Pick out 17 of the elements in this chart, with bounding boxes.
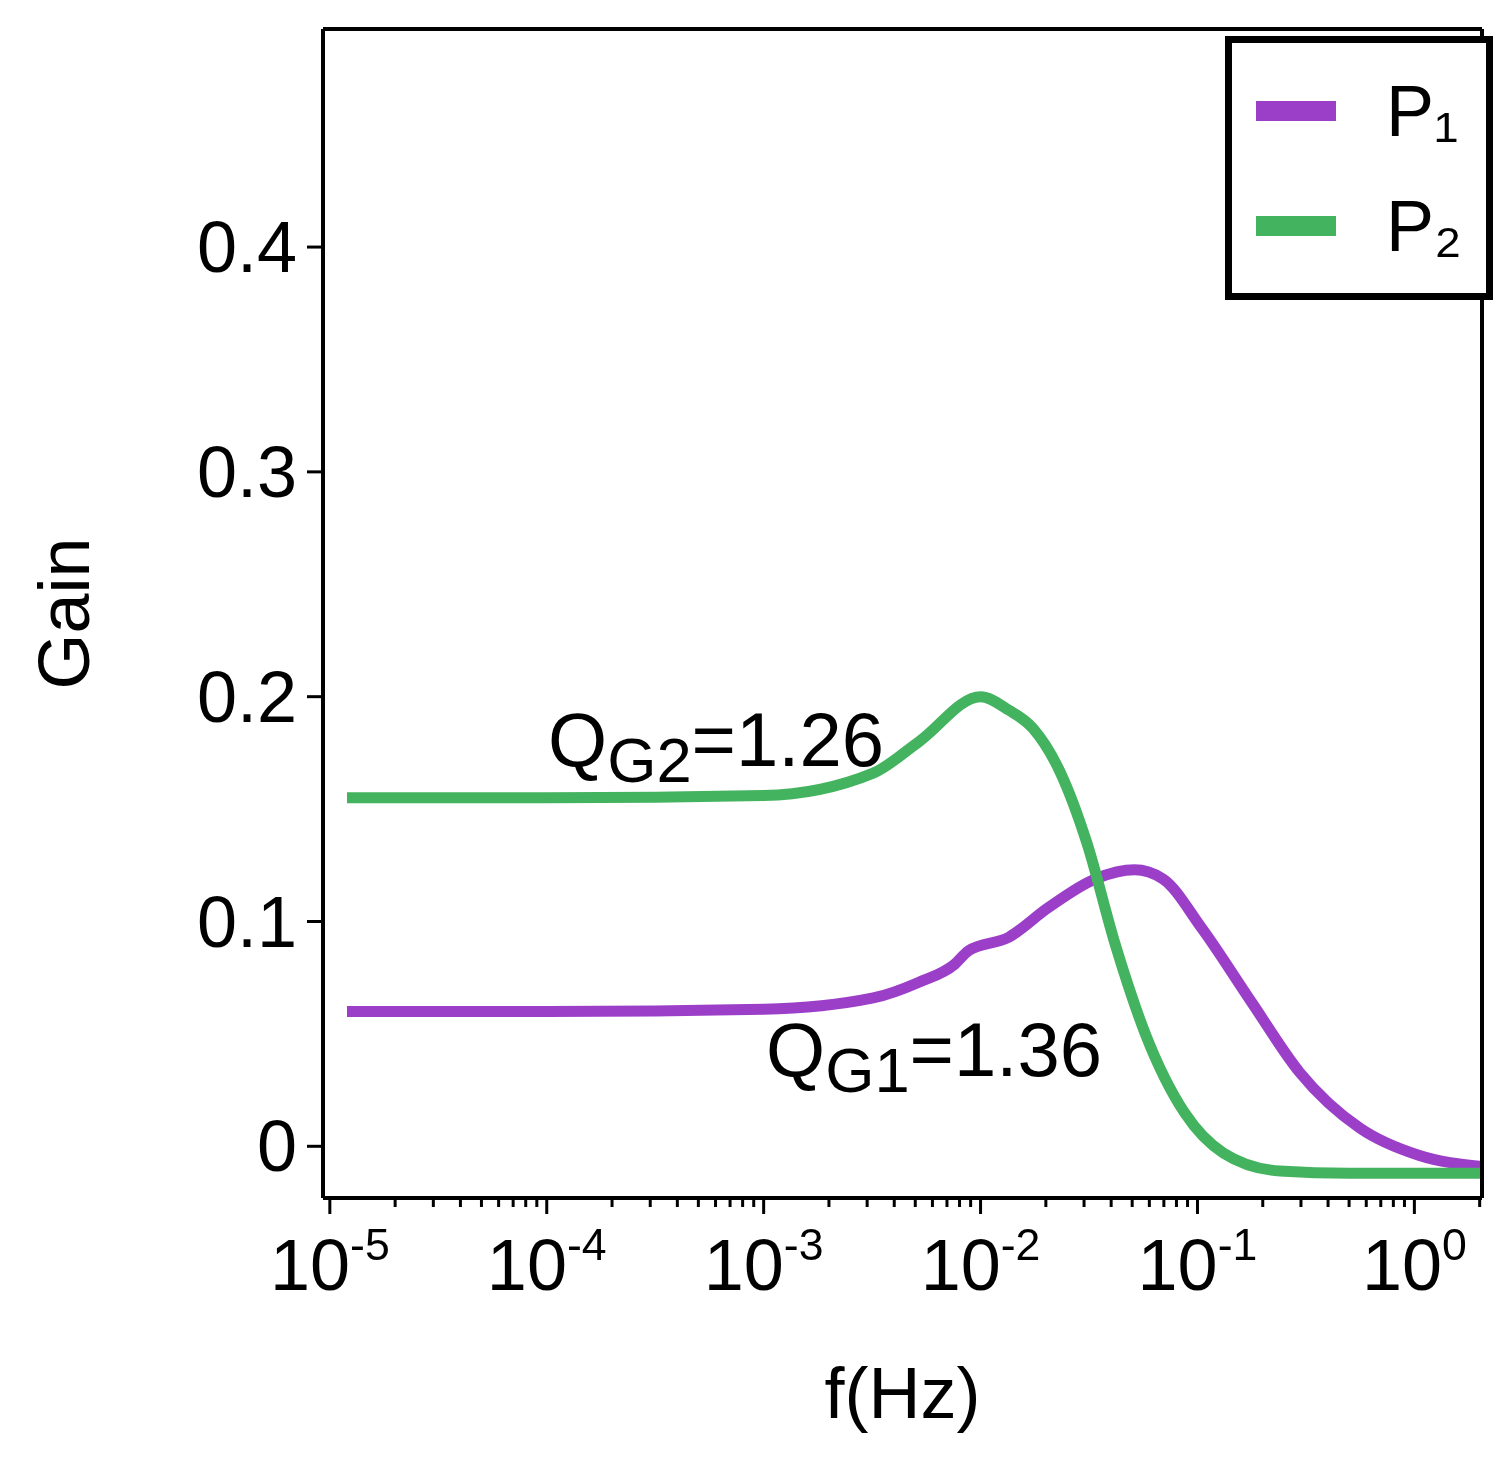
y-tick-label: 0 [256,1106,297,1187]
y-tick-label: 0.1 [196,881,297,962]
y-tick-label: 0.3 [196,432,297,513]
x-tick-label: 10$^{0}$ [1361,1219,1467,1305]
x-tick-label: 10$^{-2}$ [920,1219,1041,1305]
x-tick-label: 10$^{-3}$ [703,1219,824,1305]
y-tick-label: 0.2 [196,656,297,737]
legend-label: P₁ [1386,69,1459,152]
y-tick-label: 0.4 [196,207,297,288]
y-axis-title: Gain [23,537,104,690]
annotation: Q$_{G2}$=1.26 [548,697,884,798]
legend-label: P₂ [1386,184,1462,267]
x-tick-label: 10$^{-1}$ [1137,1219,1258,1305]
annotation: Q$_{G1}$=1.36 [766,1007,1102,1108]
x-tick-label: 10$^{-4}$ [486,1219,607,1305]
x-axis-title: f(Hz) [824,1353,981,1433]
x-tick-label: 10$^{-5}$ [269,1219,390,1305]
